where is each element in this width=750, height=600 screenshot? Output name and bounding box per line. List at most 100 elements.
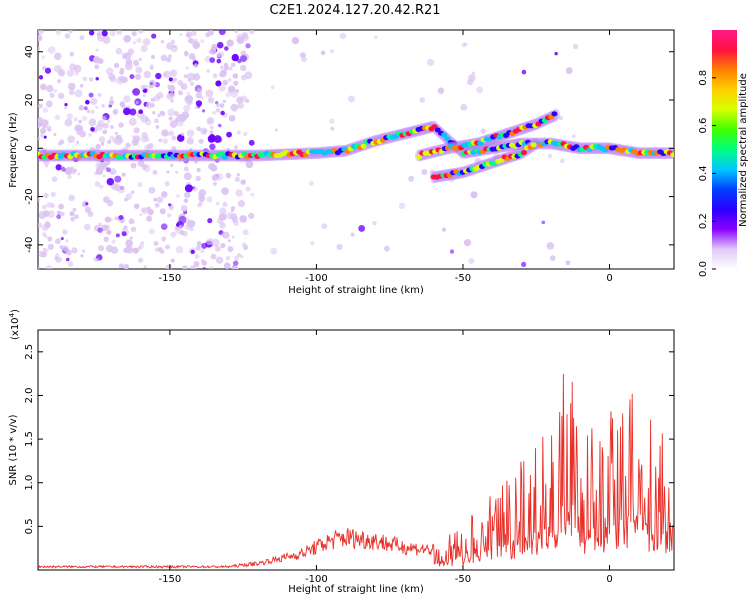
heatmap-speckle [196, 126, 202, 132]
heatmap-speckle [114, 137, 123, 146]
heatmap-speckle [374, 35, 378, 39]
heatmap-speckle [72, 168, 78, 173]
heatmap-speckle [161, 236, 167, 242]
heatmap-speckle [231, 53, 239, 62]
heatmap-speckle [167, 58, 171, 62]
heatmap-speckle [88, 92, 94, 98]
snr-scale-prefix: (x10 [10, 317, 21, 340]
heatmap-speckle [95, 161, 103, 170]
heatmap-speckle [182, 265, 188, 269]
heatmap-speckle [184, 50, 189, 56]
heatmap-speckle [97, 227, 103, 233]
spectrogram-ylabel: Frequency (Hz) [8, 112, 19, 188]
colorbar-tick-label: 0.0 [698, 261, 709, 277]
heatmap-speckle [186, 33, 190, 38]
heatmap-speckle [229, 114, 236, 122]
heatmap-speckle [186, 137, 194, 145]
heatmap-speckle [95, 105, 99, 109]
heatmap-speckle [53, 133, 57, 137]
heatmap-speckle [95, 48, 99, 52]
heatmap-speckle [320, 50, 326, 56]
heatmap-speckle [57, 92, 65, 100]
heatmap-speckle [136, 37, 142, 43]
snr-scale-exp: 4 [8, 312, 16, 317]
heatmap-speckle [57, 79, 62, 84]
heatmap-speckle [200, 39, 205, 44]
x-tick-label: -100 [305, 574, 328, 585]
heatmap-speckle [193, 63, 199, 69]
heatmap-speckle [220, 71, 227, 78]
heatmap-speckle [130, 190, 135, 194]
heatmap-speckle [205, 32, 211, 38]
heatmap-speckle [86, 109, 91, 114]
heatmap-speckle [105, 67, 114, 76]
heatmap-speckle [167, 108, 176, 117]
heatmap-speckle [107, 139, 112, 145]
heatmap-speckle [195, 106, 199, 110]
heatmap-speckle [227, 39, 234, 46]
heatmap-speckle [152, 82, 157, 87]
heatmap-speckle [189, 227, 194, 232]
heatmap-speckle [94, 65, 99, 69]
heatmap-speckle [67, 174, 72, 180]
heatmap-speckle [133, 60, 139, 67]
heatmap-speckle [82, 76, 88, 82]
heatmap-ridge-cell [520, 150, 527, 156]
heatmap-speckle [216, 41, 224, 49]
heatmap-speckle [558, 115, 564, 121]
heatmap-speckle [54, 256, 59, 260]
heatmap-speckle [329, 49, 335, 54]
heatmap-speckle [38, 265, 41, 269]
heatmap-speckle [546, 241, 555, 250]
heatmap-speckle [124, 197, 128, 202]
heatmap-speckle [426, 58, 435, 67]
heatmap-speckle [152, 111, 156, 115]
heatmap-speckle [164, 181, 170, 187]
x-tick-label: -150 [159, 273, 182, 284]
heatmap-ridge-cell [670, 152, 674, 158]
heatmap-speckle [572, 43, 579, 50]
heatmap-speckle [97, 93, 102, 97]
heatmap-speckle [110, 96, 114, 100]
heatmap-speckle [174, 111, 179, 116]
heatmap-speckle [291, 37, 300, 45]
heatmap-speckle [38, 34, 43, 42]
heatmap-speckle [137, 181, 143, 188]
heatmap-speckle [214, 245, 221, 252]
heatmap-speckle [215, 103, 220, 107]
heatmap-speckle [140, 84, 146, 90]
heatmap-speckle [153, 94, 160, 102]
heatmap-speckle [125, 239, 134, 248]
heatmap-speckle [99, 184, 104, 189]
heatmap-speckle [191, 30, 197, 37]
heatmap-speckle [135, 66, 143, 74]
heatmap-speckle [106, 199, 114, 207]
heatmap-speckle [113, 62, 120, 69]
heatmap-speckle [79, 35, 85, 41]
heatmap-speckle [245, 98, 250, 103]
heatmap-speckle [179, 230, 185, 236]
heatmap-speckle [200, 96, 204, 100]
heatmap-speckle [47, 236, 53, 242]
heatmap-speckle [212, 110, 216, 115]
y-tick-label: 0.5 [24, 518, 35, 534]
heatmap-speckle [467, 79, 474, 86]
heatmap-speckle [222, 201, 228, 207]
snr-panel: -150 -100 -50 0 0.5 1.0 1.5 2.0 2.5 Height of st… [8, 309, 675, 595]
heatmap-speckle [85, 99, 90, 105]
heatmap-speckle [234, 176, 240, 182]
heatmap-speckle [248, 212, 255, 220]
heatmap-speckle [141, 207, 146, 213]
heatmap-speckle [178, 215, 187, 224]
heatmap-speckle [398, 202, 406, 210]
heatmap-speckle [154, 202, 160, 208]
heatmap-speckle [118, 75, 125, 83]
heatmap-speckle [199, 194, 204, 199]
heatmap-ridge-cell [416, 154, 423, 160]
snr-xlabel: Height of straight line (km) [288, 584, 424, 595]
heatmap-speckle [173, 77, 178, 82]
heatmap-speckle [441, 227, 447, 232]
heatmap-speckle [78, 119, 83, 124]
heatmap-speckle [46, 84, 54, 93]
heatmap-speckle [109, 168, 117, 176]
